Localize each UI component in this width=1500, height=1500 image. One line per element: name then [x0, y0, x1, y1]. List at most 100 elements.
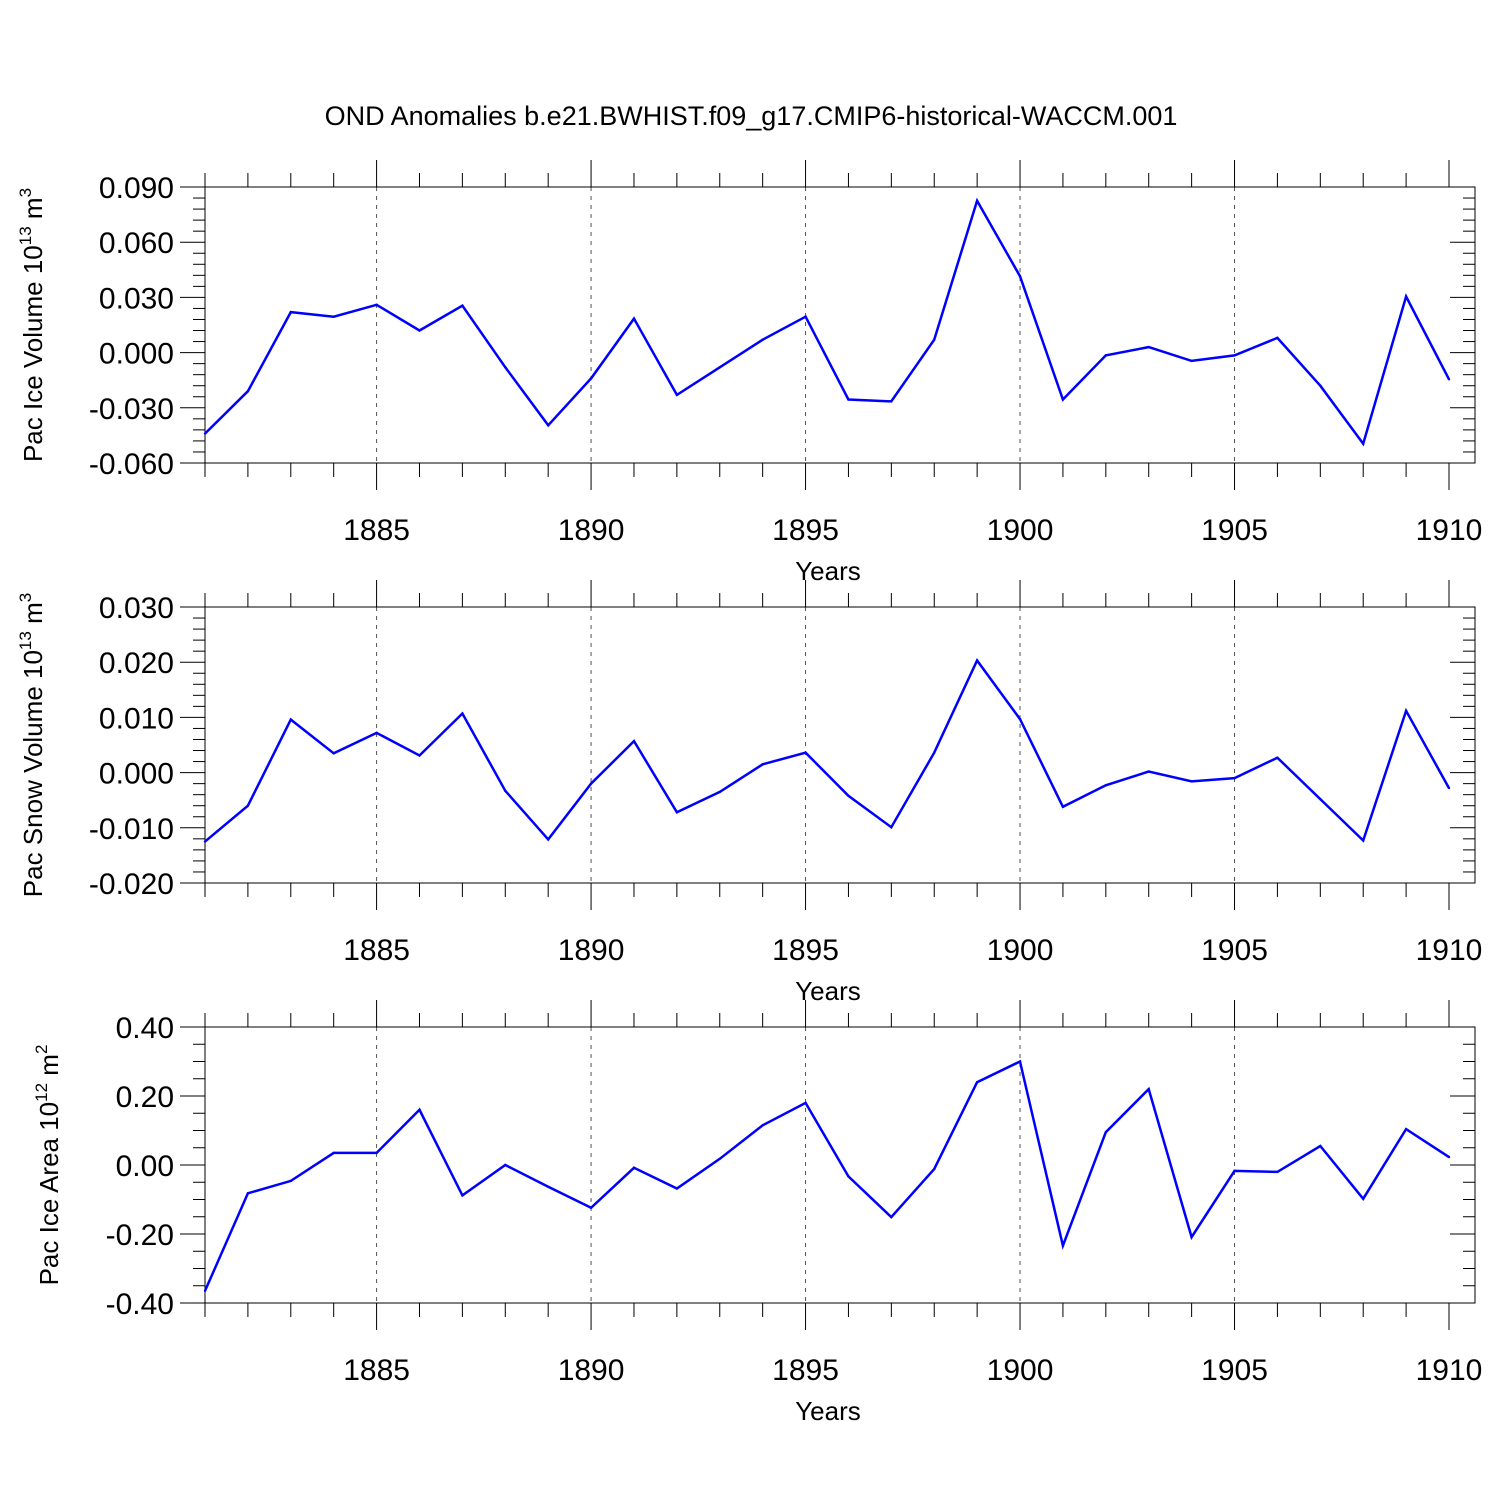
- data-point: [375, 303, 378, 306]
- y-axis-label-exp: 13: [16, 226, 35, 245]
- x-axis-label: Years: [795, 1396, 861, 1426]
- data-point: [804, 751, 807, 754]
- data-point: [461, 1194, 464, 1197]
- data-point: [461, 304, 464, 307]
- data-point: [675, 1187, 679, 1190]
- data-point: [847, 794, 850, 797]
- data-point: [1104, 354, 1108, 357]
- y-axis-label-main: Pac Ice Volume 10: [18, 245, 48, 462]
- data-point: [718, 790, 721, 794]
- data-point: [1362, 442, 1365, 445]
- x-tick-label: 1890: [558, 514, 625, 547]
- data-point: [546, 424, 550, 427]
- data-point: [589, 1206, 593, 1209]
- data-point: [975, 1081, 979, 1084]
- data-point: [289, 310, 292, 314]
- plot-frame: [204, 606, 1476, 884]
- y-axis-label-unit: m: [34, 1054, 64, 1083]
- data-point: [1404, 709, 1408, 712]
- data-point: [332, 1151, 335, 1155]
- x-tick-label: 1890: [558, 1354, 625, 1387]
- chart-panel-2: -0.020 -0.010 0.000 0.010 0.020 0.030 1885 1890…: [16, 580, 1482, 1006]
- y-tick-label: 0.20: [116, 1081, 174, 1114]
- data-point: [718, 1157, 721, 1160]
- x-tick-label: 1910: [1416, 934, 1483, 967]
- x-tick-label: 1910: [1416, 514, 1483, 547]
- y-tick-label: 0.000: [99, 758, 174, 791]
- x-tick-label: 1895: [772, 934, 839, 967]
- chart-title: OND Anomalies b.e21.BWHIST.f09_g17.CMIP6…: [325, 101, 1178, 131]
- data-point: [1447, 378, 1451, 381]
- data-point: [418, 1108, 421, 1112]
- x-tick-label: 1895: [772, 1354, 839, 1387]
- data-point: [632, 739, 636, 743]
- data-point: [246, 390, 250, 393]
- data-point: [761, 338, 764, 341]
- y-tick-label: 0.020: [99, 647, 174, 680]
- data-point: [1233, 1169, 1236, 1173]
- data-point: [246, 804, 250, 807]
- series-line: [203, 1059, 1450, 1292]
- x-tick-label: 1885: [343, 934, 410, 967]
- chart-panels: -0.060 -0.030 0.000 0.030 0.060 0.090 1885 1890…: [16, 160, 1482, 1426]
- data-point: [890, 1215, 893, 1219]
- data-point: [1018, 717, 1022, 721]
- data-point: [1362, 839, 1365, 842]
- y-tick-label: 0.000: [99, 338, 174, 371]
- data-point: [375, 1151, 378, 1155]
- y-axis-label-unit: m: [18, 197, 48, 226]
- x-tick-label: 1900: [987, 1354, 1054, 1387]
- data-point: [1404, 295, 1408, 298]
- x-tick-label: 1885: [343, 514, 410, 547]
- y-tick-label: 0.060: [99, 227, 174, 260]
- chart-panel-1: -0.060 -0.030 0.000 0.030 0.060 0.090 1885 1890…: [16, 160, 1482, 586]
- y-tick-label: 0.010: [99, 702, 174, 735]
- x-tick-label: 1900: [987, 934, 1054, 967]
- data-point: [675, 393, 679, 397]
- x-tick-label: 1910: [1416, 1354, 1483, 1387]
- data-point: [589, 377, 593, 380]
- data-point: [1447, 786, 1451, 790]
- data-point: [504, 366, 507, 369]
- y-axis-label: Pac Ice Area 1012 m2: [32, 1045, 64, 1286]
- x-tick-label: 1905: [1201, 934, 1268, 967]
- data-point: [1233, 354, 1236, 357]
- data-point: [546, 838, 550, 841]
- y-tick-label: -0.060: [89, 448, 174, 481]
- data-point: [546, 1185, 550, 1188]
- x-axis-label: Years: [795, 976, 861, 1006]
- data-point: [1362, 1197, 1365, 1201]
- data-point: [847, 398, 850, 401]
- y-tick-label: 0.030: [99, 282, 174, 315]
- y-axis-label-unit: m: [18, 602, 48, 631]
- data-point: [504, 789, 507, 793]
- data-point: [890, 826, 893, 829]
- data-point: [761, 1124, 764, 1127]
- data-point: [1319, 1144, 1322, 1148]
- data-point: [203, 840, 207, 843]
- data-point: [1061, 1244, 1065, 1247]
- chart-panel-3: -0.40 -0.20 0.00 0.20 0.40 1885 1890 1895 1900 19…: [32, 1000, 1482, 1426]
- data-point: [203, 432, 207, 435]
- data-point: [1147, 345, 1150, 349]
- data-point: [332, 315, 335, 318]
- data-point: [375, 731, 378, 735]
- x-tick-label: 1900: [987, 514, 1054, 547]
- y-axis-label: Pac Snow Volume 1013 m3: [16, 593, 48, 897]
- data-point: [975, 659, 979, 662]
- data-point: [1104, 1131, 1108, 1134]
- data-point: [890, 400, 893, 403]
- data-point: [1018, 1060, 1022, 1063]
- y-axis-label-unit-exp: 2: [32, 1045, 51, 1054]
- y-axis-label-exp: 12: [32, 1083, 51, 1102]
- y-axis-label: Pac Ice Volume 1013 m3: [16, 188, 48, 462]
- data-point: [804, 1101, 807, 1105]
- data-point: [1319, 797, 1322, 801]
- x-tick-label: 1890: [558, 934, 625, 967]
- data-point: [1147, 770, 1150, 773]
- data-point: [504, 1163, 507, 1167]
- data-point: [1190, 780, 1193, 783]
- data-point: [332, 752, 335, 755]
- data-point: [847, 1175, 850, 1178]
- data-point: [933, 1167, 936, 1171]
